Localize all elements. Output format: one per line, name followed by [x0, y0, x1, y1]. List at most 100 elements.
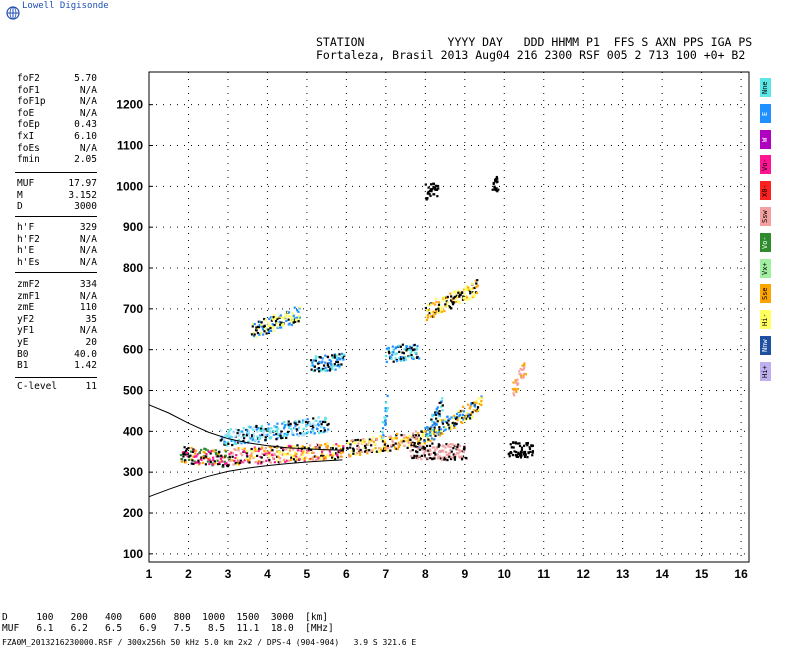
echo-point: [392, 444, 395, 447]
echo-point: [435, 300, 438, 303]
param-row: MUF 17.97: [17, 178, 97, 190]
echo-point: [310, 457, 313, 460]
echo-point: [233, 459, 236, 463]
profile-curve-upper: [148, 404, 343, 451]
param-separator: [15, 216, 97, 217]
echo-point: [287, 426, 290, 429]
echo-point: [234, 448, 237, 452]
echo-point: [508, 452, 512, 455]
echo-point: [220, 429, 223, 432]
echo-point: [301, 445, 304, 448]
echo-point: [190, 462, 193, 465]
echo-point: [290, 428, 293, 431]
echo-point: [435, 310, 438, 313]
echo-point: [438, 418, 442, 422]
echo-point: [341, 449, 344, 452]
echo-point: [328, 358, 331, 362]
echo-point: [276, 326, 279, 329]
echo-point: [180, 460, 183, 463]
x-tick-label: 12: [577, 567, 591, 581]
param-value: 1.42: [74, 360, 97, 372]
echo-point: [236, 463, 239, 466]
param-separator: [15, 172, 97, 173]
legend-item: Sse: [760, 284, 771, 304]
echo-point: [323, 429, 327, 432]
ionogram-chart: 1 2 3 4 5 6 7 8 9 10 11 12 13 14 15 1610020030040050060…: [116, 71, 750, 581]
echo-point: [333, 365, 336, 368]
legend-item: Ssw: [760, 207, 771, 226]
echo-point: [243, 434, 246, 438]
echo-point: [254, 449, 258, 452]
echo-point: [493, 188, 496, 191]
echo-point: [247, 425, 250, 428]
echo-point: [289, 422, 292, 426]
echo-point: [294, 318, 298, 322]
param-value: 5.70: [74, 73, 97, 84]
echo-point: [428, 453, 431, 456]
echo-point: [426, 426, 430, 429]
echo-point: [414, 352, 417, 355]
echo-point: [283, 458, 286, 461]
echo-point: [410, 350, 413, 353]
echo-point: [451, 421, 454, 425]
echo-point: [493, 185, 496, 189]
echo-point: [459, 293, 462, 297]
echo-point: [444, 303, 447, 306]
echo-point: [454, 417, 458, 421]
echo-point: [277, 325, 280, 328]
param-name: zmE: [17, 302, 35, 314]
echo-point: [324, 361, 327, 364]
echo-point: [254, 438, 258, 442]
echo-point: [413, 442, 416, 445]
echo-point: [269, 326, 272, 330]
echo-point: [239, 430, 242, 433]
echo-point: [228, 433, 231, 436]
echo-point: [239, 459, 242, 462]
echo-point: [197, 459, 200, 462]
echo-point: [434, 449, 437, 452]
echo-point: [397, 345, 400, 348]
echo-point: [320, 423, 323, 426]
x-tick-label: 14: [655, 567, 669, 581]
echo-point: [405, 345, 408, 348]
echo-point: [250, 454, 253, 458]
echo-point: [476, 406, 480, 409]
echo-point: [222, 436, 225, 439]
echo-point: [430, 190, 433, 193]
echo-point: [342, 447, 345, 450]
echo-point: [513, 389, 516, 392]
legend-label: Hi-: [761, 313, 769, 327]
echo-point: [356, 438, 359, 442]
echo-point: [293, 317, 296, 320]
echo-point: [248, 434, 251, 437]
echo-point: [210, 449, 213, 453]
echo-point: [352, 441, 355, 444]
param-row: foF1p N/A: [17, 96, 97, 108]
echo-point: [289, 458, 292, 462]
echo-point: [519, 373, 523, 376]
echo-point: [238, 461, 241, 465]
echo-point: [432, 451, 436, 454]
echo-point: [522, 374, 525, 377]
echo-point: [342, 353, 345, 356]
echo-point: [279, 315, 282, 318]
echo-point: [457, 295, 460, 298]
echo-point: [243, 450, 247, 453]
echo-point: [518, 373, 521, 376]
param-name: foEp: [17, 119, 40, 131]
echo-point: [454, 293, 458, 296]
echo-point: [310, 364, 313, 367]
echo-point: [270, 319, 273, 322]
echo-point: [284, 460, 287, 463]
echo-point: [309, 359, 313, 362]
echo-point: [409, 352, 412, 355]
echo-point: [203, 454, 206, 458]
echo-point: [440, 430, 443, 433]
echo-point: [392, 351, 395, 354]
echo-point: [265, 452, 268, 455]
echo-point: [267, 328, 270, 331]
echo-point: [311, 424, 315, 428]
echo-point: [453, 414, 456, 418]
echo-point: [261, 452, 264, 455]
echo-point: [230, 451, 233, 455]
